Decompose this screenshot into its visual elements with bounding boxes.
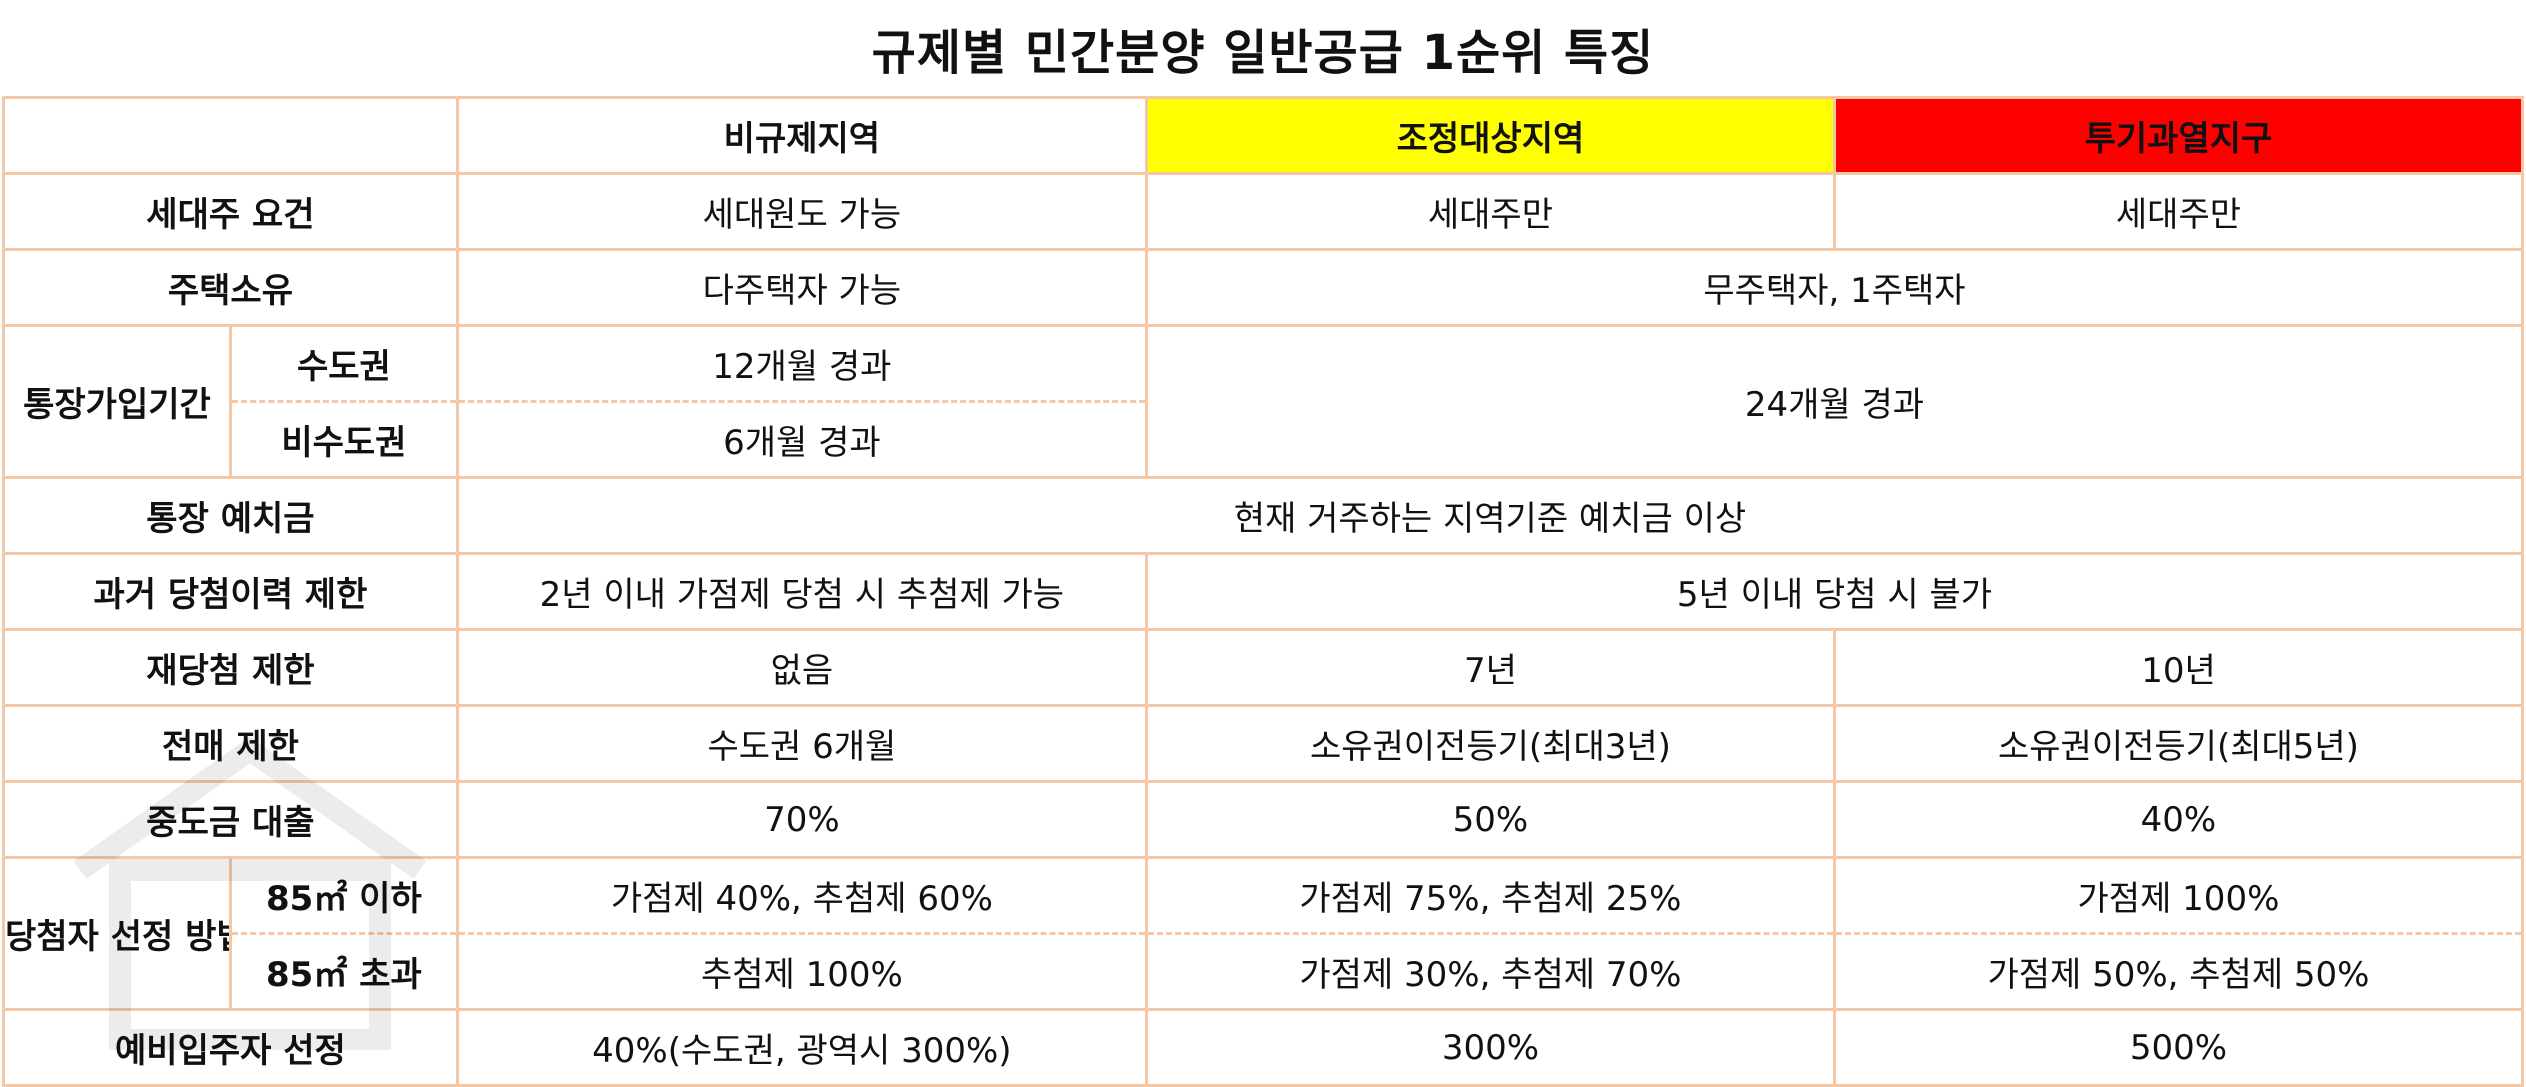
cell: 가점제 40%, 추첨제 60% bbox=[455, 856, 1148, 935]
cell: 소유권이전등기(최대5년) bbox=[1832, 704, 2525, 783]
cell: 12개월 경과 bbox=[455, 324, 1148, 403]
row-label: 당첨자 선정 방법 bbox=[2, 856, 232, 1011]
corner-cell bbox=[2, 96, 459, 175]
cell: 소유권이전등기(최대3년) bbox=[1144, 704, 1836, 783]
table-row: 비수도권 6개월 경과 bbox=[4, 400, 2523, 479]
row-label: 중도금 대출 bbox=[2, 780, 459, 859]
column-header-speculation: 투기과열지구 bbox=[1832, 96, 2525, 175]
column-header-adjustment: 조정대상지역 bbox=[1144, 96, 1836, 175]
sub-row-label: 85㎡ 이하 bbox=[228, 856, 459, 935]
cell: 수도권 6개월 bbox=[455, 704, 1148, 783]
cell: 가점제 30%, 추첨제 70% bbox=[1144, 932, 1836, 1011]
cell: 40% bbox=[1832, 780, 2525, 859]
cell: 가점제 75%, 추첨제 25% bbox=[1144, 856, 1836, 935]
row-label: 통장 예치금 bbox=[2, 476, 459, 555]
row-label: 예비입주자 선정 bbox=[2, 1008, 459, 1087]
row-label: 통장가입기간 bbox=[2, 324, 232, 479]
regulation-comparison-table: 비규제지역 조정대상지역 투기과열지구 세대주 요건 세대원도 가능 세대주만 … bbox=[2, 96, 2525, 1087]
cell: 다주택자 가능 bbox=[455, 248, 1148, 327]
sub-row-label: 수도권 bbox=[228, 324, 459, 403]
cell: 추첨제 100% bbox=[455, 932, 1148, 1011]
table-row: 재당첨 제한 없음 7년 10년 bbox=[2, 628, 2525, 707]
cell: 10년 bbox=[1832, 628, 2525, 707]
cell: 6개월 경과 bbox=[455, 400, 1148, 479]
cell: 무주택자, 1주택자 bbox=[1144, 248, 2525, 327]
sub-row-label: 비수도권 bbox=[228, 400, 459, 479]
table-row: 당첨자 선정 방법 85㎡ 이하 가점제 40%, 추첨제 60% 가점제 75… bbox=[2, 856, 2525, 1011]
cell: 세대주만 bbox=[1832, 172, 2525, 251]
cell: 가점제 50%, 추첨제 50% bbox=[1832, 932, 2525, 1011]
page-title: 규제별 민간분양 일반공급 1순위 특징 bbox=[871, 25, 1655, 81]
row-label: 세대주 요건 bbox=[2, 172, 459, 251]
cell: 5년 이내 당첨 시 불가 bbox=[1144, 552, 2525, 631]
column-header-non-regulated: 비규제지역 bbox=[455, 96, 1148, 175]
table-row: 중도금 대출 70% 50% 40% bbox=[2, 780, 2525, 859]
table-row: 주택소유 다주택자 가능 무주택자, 1주택자 bbox=[2, 248, 2525, 327]
row-label: 전매 제한 bbox=[2, 704, 459, 783]
table-row: 통장가입기간 수도권 12개월 경과 24개월 경과 bbox=[2, 324, 2525, 479]
table-row: 과거 당첨이력 제한 2년 이내 가점제 당첨 시 추첨제 가능 5년 이내 당… bbox=[2, 552, 2525, 631]
cell: 없음 bbox=[455, 628, 1148, 707]
cell: 세대주만 bbox=[1144, 172, 1836, 251]
row-label: 주택소유 bbox=[2, 248, 459, 327]
cell: 40%(수도권, 광역시 300%) bbox=[455, 1008, 1148, 1087]
row-label: 과거 당첨이력 제한 bbox=[2, 552, 459, 631]
table-row: 통장 예치금 현재 거주하는 지역기준 예치금 이상 bbox=[2, 476, 2525, 555]
cell: 50% bbox=[1144, 780, 1836, 859]
cell: 300% bbox=[1144, 1008, 1836, 1087]
cell: 500% bbox=[1832, 1008, 2525, 1087]
table-row: 85㎡ 초과 추첨제 100% 가점제 30%, 추첨제 70% 가점제 50%… bbox=[4, 932, 2525, 1011]
cell: 24개월 경과 bbox=[1144, 324, 2525, 479]
table-row: 세대주 요건 세대원도 가능 세대주만 세대주만 bbox=[2, 172, 2525, 251]
row-label: 재당첨 제한 bbox=[2, 628, 459, 707]
table-row: 전매 제한 수도권 6개월 소유권이전등기(최대3년) 소유권이전등기(최대5년… bbox=[2, 704, 2525, 783]
cell: 가점제 100% bbox=[1832, 856, 2525, 935]
cell: 70% bbox=[455, 780, 1148, 859]
cell: 세대원도 가능 bbox=[455, 172, 1148, 251]
cell: 7년 bbox=[1144, 628, 1836, 707]
sub-row-label: 85㎡ 초과 bbox=[228, 932, 459, 1011]
cell: 2년 이내 가점제 당첨 시 추첨제 가능 bbox=[455, 552, 1148, 631]
table-row: 예비입주자 선정 40%(수도권, 광역시 300%) 300% 500% bbox=[2, 1008, 2525, 1087]
header-row: 비규제지역 조정대상지역 투기과열지구 bbox=[2, 96, 2525, 175]
cell: 현재 거주하는 지역기준 예치금 이상 bbox=[455, 476, 2525, 555]
